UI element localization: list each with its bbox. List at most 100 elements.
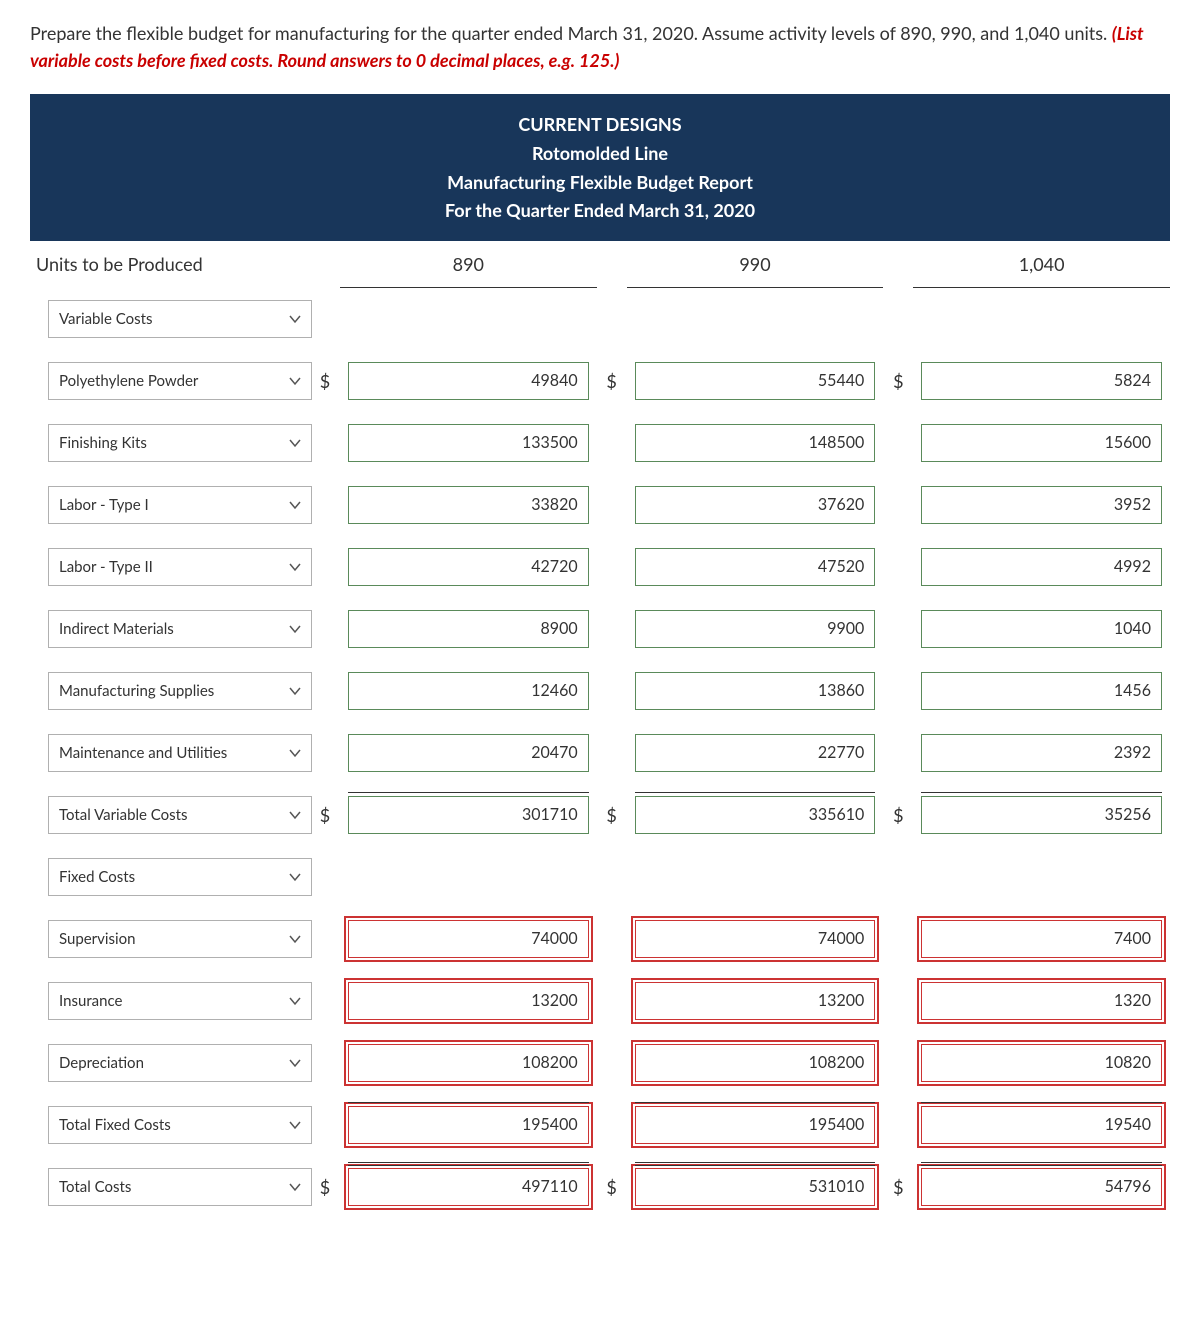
row-dropdown[interactable]: Depreciation: [48, 1044, 312, 1082]
table-row: Fixed Costs: [30, 846, 1170, 908]
dropdown-label: Labor - Type I: [59, 496, 149, 514]
chevron-down-icon: [287, 869, 303, 885]
value-input[interactable]: [348, 486, 589, 524]
value-input[interactable]: [921, 1168, 1162, 1206]
currency-symbol: [883, 970, 913, 1032]
value-input[interactable]: [635, 486, 876, 524]
value-input[interactable]: [635, 1168, 876, 1206]
row-dropdown[interactable]: Indirect Materials: [48, 610, 312, 648]
value-input[interactable]: [348, 362, 589, 400]
currency-symbol: [310, 722, 340, 784]
row-dropdown[interactable]: Finishing Kits: [48, 424, 312, 462]
row-dropdown[interactable]: Insurance: [48, 982, 312, 1020]
dropdown-label: Depreciation: [59, 1054, 144, 1072]
chevron-down-icon: [287, 311, 303, 327]
currency-symbol: [310, 970, 340, 1032]
units-col-3: 1,040: [913, 241, 1170, 288]
row-dropdown[interactable]: Total Variable Costs: [48, 796, 312, 834]
value-input[interactable]: [921, 734, 1162, 772]
table-row: Insurance: [30, 970, 1170, 1032]
value-input[interactable]: [635, 796, 876, 834]
currency-symbol: [310, 412, 340, 474]
currency-symbol: [310, 598, 340, 660]
currency-symbol: [597, 970, 627, 1032]
currency-symbol: [883, 1094, 913, 1156]
value-input[interactable]: [921, 672, 1162, 710]
report-title-1: CURRENT DESIGNS: [40, 110, 1160, 139]
row-dropdown[interactable]: Total Fixed Costs: [48, 1106, 312, 1144]
value-input[interactable]: [348, 982, 589, 1020]
currency-symbol: [883, 722, 913, 784]
value-input[interactable]: [635, 424, 876, 462]
value-input[interactable]: [348, 424, 589, 462]
currency-symbol: [883, 598, 913, 660]
value-input[interactable]: [635, 610, 876, 648]
instructions: Prepare the flexible budget for manufact…: [30, 20, 1170, 74]
units-row: Units to be Produced 890 990 1,040: [30, 241, 1170, 288]
value-input[interactable]: [348, 672, 589, 710]
row-dropdown[interactable]: Fixed Costs: [48, 858, 312, 896]
report-header: CURRENT DESIGNS Rotomolded Line Manufact…: [30, 94, 1170, 241]
value-input[interactable]: [635, 548, 876, 586]
table-row: Finishing Kits: [30, 412, 1170, 474]
value-input[interactable]: [348, 920, 589, 958]
currency-symbol: [883, 474, 913, 536]
row-dropdown[interactable]: Variable Costs: [48, 300, 312, 338]
value-input[interactable]: [921, 1044, 1162, 1082]
table-row: Polyethylene Powder$$$: [30, 350, 1170, 412]
currency-symbol: [310, 474, 340, 536]
dropdown-label: Supervision: [59, 930, 135, 948]
row-dropdown[interactable]: Labor - Type II: [48, 548, 312, 586]
table-row: Labor - Type II: [30, 536, 1170, 598]
row-dropdown[interactable]: Polyethylene Powder: [48, 362, 312, 400]
currency-symbol: [597, 536, 627, 598]
value-input[interactable]: [635, 982, 876, 1020]
currency-symbol: [597, 598, 627, 660]
value-input[interactable]: [921, 548, 1162, 586]
value-input[interactable]: [921, 920, 1162, 958]
table-row: Total Fixed Costs: [30, 1094, 1170, 1156]
value-input[interactable]: [348, 796, 589, 834]
value-input[interactable]: [921, 610, 1162, 648]
currency-symbol: [597, 908, 627, 970]
value-input[interactable]: [348, 1044, 589, 1082]
currency-symbol: [597, 660, 627, 722]
chevron-down-icon: [287, 621, 303, 637]
value-input[interactable]: [348, 610, 589, 648]
row-dropdown[interactable]: Supervision: [48, 920, 312, 958]
dropdown-label: Variable Costs: [59, 310, 152, 328]
dropdown-label: Manufacturing Supplies: [59, 682, 214, 700]
value-input[interactable]: [635, 1106, 876, 1144]
value-input[interactable]: [921, 982, 1162, 1020]
value-input[interactable]: [635, 734, 876, 772]
currency-symbol: $: [597, 1156, 627, 1218]
currency-symbol: [597, 1094, 627, 1156]
value-input[interactable]: [348, 1168, 589, 1206]
value-input[interactable]: [921, 1106, 1162, 1144]
value-input[interactable]: [635, 672, 876, 710]
value-input[interactable]: [635, 1044, 876, 1082]
currency-symbol: $: [883, 1156, 913, 1218]
value-input[interactable]: [348, 548, 589, 586]
value-input[interactable]: [921, 486, 1162, 524]
chevron-down-icon: [287, 435, 303, 451]
row-dropdown[interactable]: Manufacturing Supplies: [48, 672, 312, 710]
row-dropdown[interactable]: Labor - Type I: [48, 486, 312, 524]
value-input[interactable]: [348, 734, 589, 772]
value-input[interactable]: [348, 1106, 589, 1144]
table-row: Labor - Type I: [30, 474, 1170, 536]
value-input[interactable]: [921, 424, 1162, 462]
value-input[interactable]: [921, 796, 1162, 834]
value-input[interactable]: [921, 362, 1162, 400]
report-title-2: Rotomolded Line: [40, 139, 1160, 168]
row-dropdown[interactable]: Total Costs: [48, 1168, 312, 1206]
dropdown-label: Labor - Type II: [59, 558, 153, 576]
row-dropdown[interactable]: Maintenance and Utilities: [48, 734, 312, 772]
table-row: Depreciation: [30, 1032, 1170, 1094]
currency-symbol: [310, 536, 340, 598]
value-input[interactable]: [635, 920, 876, 958]
value-input[interactable]: [635, 362, 876, 400]
report-title-3: Manufacturing Flexible Budget Report: [40, 168, 1160, 197]
table-row: Total Variable Costs$$$: [30, 784, 1170, 846]
table-row: Maintenance and Utilities: [30, 722, 1170, 784]
